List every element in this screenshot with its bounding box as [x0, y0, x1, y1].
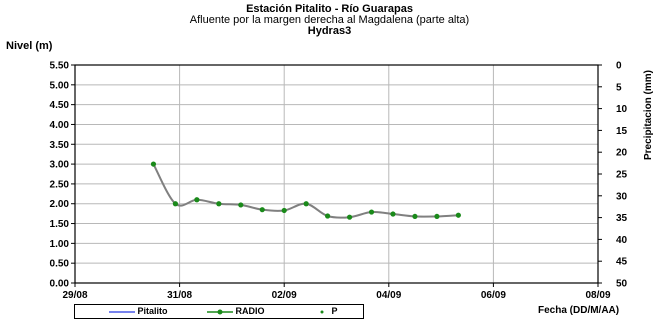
- legend-swatch-pitalito: [109, 310, 135, 313]
- y-tick-label: 2.50: [50, 179, 70, 190]
- y2-tick-label: 0: [616, 61, 622, 72]
- legend-item-p: P: [315, 305, 338, 318]
- x-tick-label: 04/09: [376, 290, 401, 301]
- legend-label-pitalito: Pitalito: [137, 306, 168, 316]
- legend-swatch-radio: [207, 309, 233, 315]
- data-point-radio: [172, 201, 179, 207]
- data-point-radio: [150, 161, 157, 167]
- data-point-radio: [281, 207, 287, 214]
- data-point-radio: [412, 213, 418, 220]
- y2-tick-label: 50: [616, 279, 628, 290]
- x-axis-label: Fecha (DD/M/AA): [538, 305, 620, 316]
- chart-title: Estación Pitalito - Río Guarapas: [246, 3, 413, 15]
- data-point-radio: [303, 201, 309, 207]
- legend-swatch-p: [320, 310, 324, 314]
- y-tick-label: 1.50: [50, 219, 70, 230]
- y-tick-label: 3.00: [50, 160, 70, 171]
- y2-tick-label: 5: [616, 82, 622, 93]
- chart-title-3: Hydras3: [307, 25, 352, 37]
- data-point-radio: [194, 197, 200, 203]
- y2-tick-label: 35: [616, 213, 628, 224]
- x-tick-label: 08/09: [585, 290, 610, 301]
- y-tick-label: 5.00: [50, 80, 70, 91]
- chart-subtitle: Afluente por la margen derecha al Magdal…: [189, 14, 470, 26]
- x-tick-label: 02/09: [272, 290, 297, 301]
- data-point-radio: [455, 212, 461, 218]
- y2-tick-label: 30: [616, 191, 628, 202]
- y-axis-label: Nivel (m): [6, 40, 53, 52]
- data-point-radio: [216, 201, 222, 207]
- y2-axis-label: Precipitacion (mm): [643, 70, 654, 160]
- legend-item-radio: RADIO: [207, 305, 265, 318]
- y2-tick-label: 45: [616, 257, 628, 268]
- y-tick-label: 2.00: [50, 199, 70, 210]
- data-point-radio: [434, 213, 440, 220]
- y2-tick-label: 25: [616, 170, 628, 181]
- y2-tick-label: 15: [616, 126, 628, 137]
- y-tick-label: 3.50: [50, 140, 70, 151]
- data-point-radio: [259, 207, 265, 213]
- data-point-radio: [390, 211, 396, 217]
- series-line-radio: [152, 163, 459, 219]
- y-tick-label: 5.50: [50, 61, 70, 72]
- x-tick-label: 31/08: [167, 290, 192, 301]
- plot-frame: [74, 64, 599, 284]
- data-point-radio: [325, 213, 331, 219]
- data-point-radio: [238, 202, 244, 208]
- y-tick-label: 1.00: [50, 239, 70, 250]
- y2-tick-label: 10: [616, 104, 628, 115]
- x-tick-label: 06/09: [481, 290, 506, 301]
- legend: Pitalito RADIO P: [74, 304, 364, 319]
- y2-tick-label: 40: [616, 235, 628, 246]
- y2-tick-label: 20: [616, 148, 628, 159]
- y-tick-label: 0.00: [50, 279, 70, 290]
- data-point-radio: [368, 209, 375, 215]
- data-point-radio: [346, 214, 353, 220]
- y-tick-label: 4.00: [50, 120, 70, 131]
- x-tick-label: 29/08: [62, 290, 87, 301]
- legend-label-radio: RADIO: [235, 306, 265, 316]
- y-tick-label: 4.50: [50, 100, 70, 111]
- legend-label-p: P: [331, 306, 338, 316]
- legend-item-pitalito: Pitalito: [109, 305, 168, 318]
- y-tick-label: 0.50: [50, 259, 70, 270]
